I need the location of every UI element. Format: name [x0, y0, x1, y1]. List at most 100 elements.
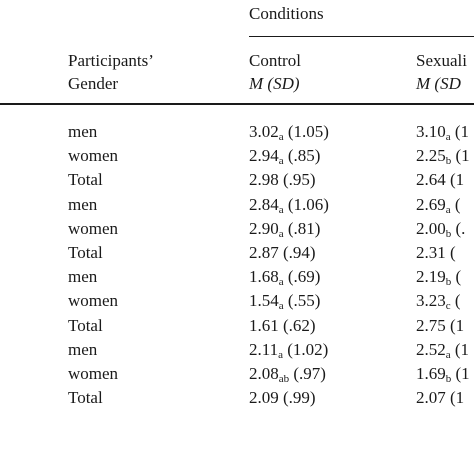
sd-value: (1.05)	[283, 122, 329, 141]
sexualized-cell: 2.69a (	[416, 194, 461, 216]
gender-cell: Total	[68, 243, 103, 262]
control-cell: 3.02a (1.05)	[249, 122, 329, 143]
control-cell: 2.98 (.95)	[249, 171, 316, 188]
mean-value: 3.23	[416, 291, 446, 311]
sd-value: (1	[450, 339, 470, 359]
mean-value: 2.69	[416, 194, 446, 214]
mean-value: 2.75	[416, 315, 446, 335]
participants-header-line1: Participants’	[68, 51, 154, 70]
control-column-header: Control	[249, 51, 301, 70]
control-cell: 2.87 (.94)	[249, 244, 316, 261]
sexualized-cell: 1.69b (1	[416, 364, 470, 385]
significance-subscript: b	[445, 227, 452, 240]
conditions-underline	[249, 36, 474, 37]
sexualized-cell: 2.19b (	[416, 267, 462, 289]
gender-cell: women	[68, 364, 119, 383]
sd-value: (	[450, 291, 461, 311]
sd-value: (1	[451, 364, 470, 383]
sd-value: (1	[445, 315, 465, 335]
gender-cell: Total	[68, 388, 103, 408]
significance-subscript: ab	[278, 373, 290, 385]
mean-value: 1.61	[249, 315, 279, 335]
control-cell: 2.11a (1.02)	[249, 339, 329, 361]
sd-value: (.95)	[278, 170, 316, 190]
mean-value: 2.87	[249, 243, 279, 262]
control-cell: 1.54a (.55)	[249, 291, 320, 313]
sexualized-cell: 2.52a (1	[416, 339, 470, 361]
significance-subscript: a	[278, 300, 284, 313]
mean-value: 2.25	[416, 146, 446, 166]
mean-value: 2.84	[249, 194, 279, 214]
mean-value: 1.69	[416, 364, 446, 383]
control-cell: 1.61 (.62)	[249, 317, 316, 334]
sd-value: (	[445, 243, 456, 262]
significance-subscript: b	[445, 373, 452, 385]
mean-value: 2.64	[416, 170, 446, 190]
sexualized-stat-header: M (SD	[416, 74, 461, 93]
sexualized-column-header: Sexuali	[416, 51, 467, 70]
mean-value: 2.08	[249, 364, 279, 383]
gender-cell: men	[68, 194, 98, 214]
sexualized-cell: 2.31 (	[416, 244, 456, 261]
sd-value: (1	[450, 122, 470, 141]
gender-cell: women	[68, 146, 119, 166]
gender-cell: men	[68, 267, 98, 287]
significance-subscript: a	[278, 131, 284, 143]
sd-value: (	[450, 194, 461, 214]
significance-subscript: b	[445, 276, 452, 289]
control-stat-header: M (SD)	[249, 74, 300, 93]
participants-header-line2: Gender	[68, 74, 119, 93]
significance-subscript: a	[278, 227, 284, 240]
mean-value: 2.00	[416, 218, 446, 238]
sexualized-cell: 2.64 (1	[416, 171, 464, 188]
sexualized-cell: 2.25b (1	[416, 146, 470, 168]
significance-subscript: a	[445, 348, 451, 361]
control-cell: 2.94a (.85)	[249, 146, 321, 168]
control-cell: 2.84a (1.06)	[249, 194, 329, 216]
gender-cell: women	[68, 218, 119, 238]
sexualized-cell: 3.10a (1	[416, 122, 470, 143]
mean-value: 3.02	[249, 122, 279, 141]
sd-value: (1.02)	[283, 339, 329, 359]
significance-subscript: a	[278, 155, 284, 168]
control-cell: 1.68a (.69)	[249, 267, 321, 289]
sd-value: (	[451, 267, 462, 287]
header-bottom-rule	[0, 103, 474, 105]
significance-subscript: b	[445, 155, 452, 168]
significance-subscript: a	[278, 203, 284, 216]
sd-value: (.81)	[283, 218, 321, 238]
control-cell: 2.08ab (.97)	[249, 364, 326, 385]
mean-value: 2.98	[249, 170, 279, 190]
mean-value: 2.90	[249, 218, 279, 238]
sd-value: (.97)	[289, 364, 326, 383]
mean-value: 2.09	[249, 388, 279, 408]
sd-value: (.94)	[278, 243, 316, 262]
mean-value: 2.07	[416, 388, 446, 408]
sd-value: (1	[451, 146, 470, 166]
gender-cell: men	[68, 339, 98, 359]
mean-value: 2.31	[416, 243, 446, 262]
gender-cell: women	[68, 291, 119, 311]
significance-subscript: a	[445, 131, 451, 143]
mean-value: 3.10	[416, 122, 446, 141]
control-cell: 2.90a (.81)	[249, 218, 321, 240]
significance-subscript: a	[278, 276, 284, 289]
mean-value: 2.11	[249, 339, 279, 359]
control-cell: 2.09 (.99)	[249, 389, 316, 406]
mean-value: 1.54	[249, 291, 279, 311]
significance-subscript: a	[445, 203, 451, 216]
sexualized-cell: 3.23c (	[416, 291, 461, 312]
sd-value: (1.06)	[283, 194, 329, 214]
sd-value: (.	[451, 218, 466, 238]
mean-value: 2.52	[416, 339, 446, 359]
mean-value: 1.68	[249, 267, 279, 287]
gender-cell: Total	[68, 315, 103, 335]
sd-value: (.85)	[283, 146, 321, 166]
mean-value: 2.94	[249, 146, 279, 166]
mean-value: 2.19	[416, 267, 446, 287]
sd-value: (.69)	[283, 267, 321, 287]
gender-cell: Total	[68, 170, 103, 190]
sd-value: (.99)	[278, 388, 316, 408]
sd-value: (.62)	[278, 315, 316, 335]
